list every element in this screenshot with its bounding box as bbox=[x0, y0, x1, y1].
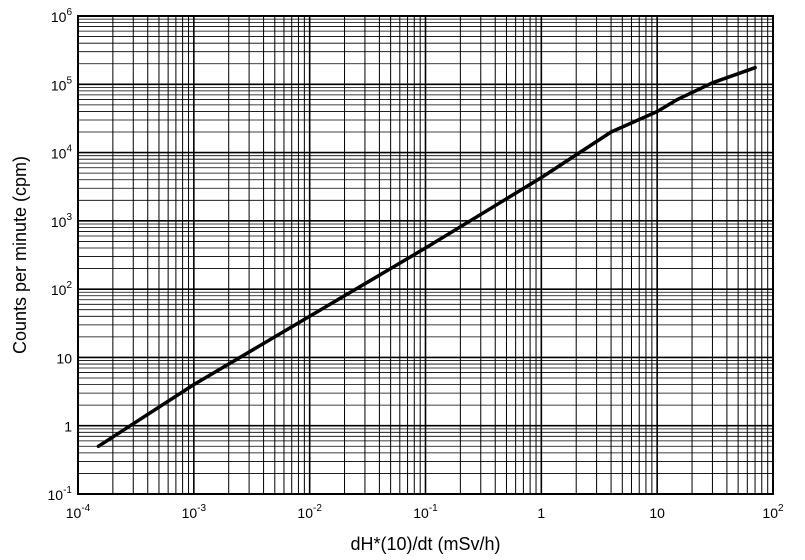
y-axis-title: Counts per minute (cpm) bbox=[10, 156, 30, 354]
y-tick-label: 10 bbox=[56, 350, 72, 366]
x-tick-label: 1 bbox=[537, 505, 545, 521]
y-tick-label: 102 bbox=[51, 280, 73, 298]
y-tick-label: 104 bbox=[51, 144, 73, 162]
x-tick-label: 10-1 bbox=[413, 503, 438, 521]
grid bbox=[77, 16, 773, 495]
x-tick-label: 10-4 bbox=[66, 503, 91, 521]
series-lines bbox=[96, 65, 757, 449]
y-tick-label: 105 bbox=[51, 75, 73, 93]
series-line bbox=[96, 65, 757, 449]
x-tick-label: 10-2 bbox=[297, 503, 322, 521]
x-tick-label: 10-3 bbox=[182, 503, 207, 521]
y-tick-label: 1 bbox=[64, 419, 72, 435]
x-axis-title: dH*(10)/dt (mSv/h) bbox=[350, 534, 500, 554]
x-tick-labels: 10-4 10-3 10-2 10-1 1 10 102 bbox=[66, 503, 784, 521]
x-tick-label: 102 bbox=[762, 503, 784, 521]
y-tick-label: 103 bbox=[51, 212, 73, 230]
y-tick-labels: 10-1 1 10 102 103 104 105 106 bbox=[48, 7, 73, 503]
x-tick-label: 10 bbox=[649, 505, 665, 521]
y-tick-label: 10-1 bbox=[48, 485, 73, 503]
y-tick-label: 106 bbox=[51, 7, 73, 25]
plot-frame bbox=[77, 15, 774, 495]
